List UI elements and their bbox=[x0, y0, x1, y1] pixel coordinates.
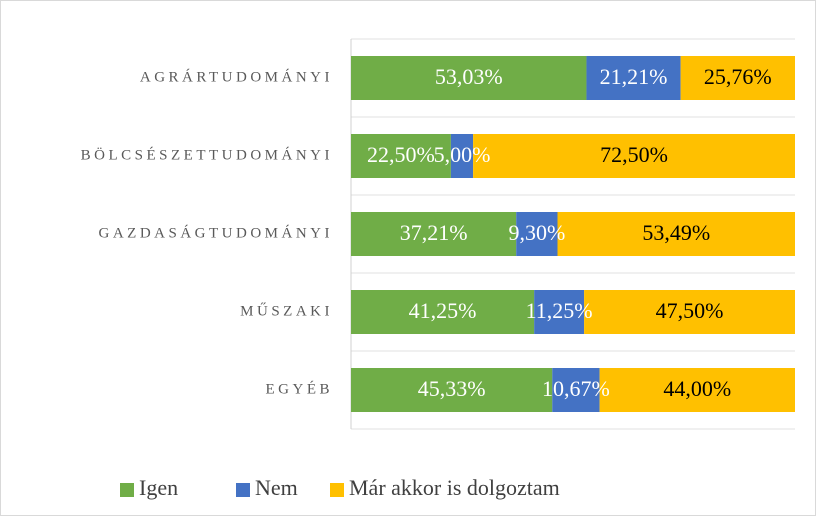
bar-segment bbox=[557, 212, 795, 256]
legend-label: Már akkor is dolgoztam bbox=[349, 475, 560, 500]
category-label: MŰSZAKI bbox=[240, 302, 333, 319]
bar-segment bbox=[599, 368, 795, 412]
bar-segment bbox=[680, 56, 795, 100]
category-label: EGYÉB bbox=[266, 380, 334, 397]
bar-segment bbox=[584, 290, 795, 334]
bar-segment bbox=[351, 212, 517, 256]
value-label: 53,49% bbox=[642, 220, 710, 245]
bar-segment bbox=[534, 290, 585, 334]
value-label: 44,00% bbox=[663, 376, 731, 401]
value-label: 41,25% bbox=[409, 298, 477, 323]
bar-segment bbox=[473, 134, 795, 178]
value-label: 47,50% bbox=[656, 298, 724, 323]
value-label: 5,00% bbox=[434, 142, 491, 167]
category-label: BÖLCSÉSZETTUDOMÁNYI bbox=[81, 146, 333, 163]
legend-swatch bbox=[120, 483, 134, 497]
legend-swatch bbox=[236, 483, 250, 497]
bar-segment bbox=[351, 56, 587, 100]
value-label: 22,50% bbox=[367, 142, 435, 167]
value-label: 45,33% bbox=[418, 376, 486, 401]
legend-swatch bbox=[330, 483, 344, 497]
legend-label: Nem bbox=[255, 475, 298, 500]
value-label: 53,03% bbox=[435, 64, 503, 89]
bar-segment bbox=[552, 368, 600, 412]
bar-segment bbox=[351, 368, 553, 412]
value-label: 9,30% bbox=[508, 220, 565, 245]
value-label: 10,67% bbox=[542, 376, 610, 401]
bar-segment bbox=[351, 134, 451, 178]
value-label: 37,21% bbox=[400, 220, 468, 245]
bar-segment bbox=[586, 56, 681, 100]
legend-label: Igen bbox=[139, 475, 178, 500]
value-label: 11,25% bbox=[526, 298, 593, 323]
bar-segment bbox=[450, 134, 474, 178]
category-label: AGRÁRTUDOMÁNYI bbox=[140, 68, 333, 85]
value-label: 21,21% bbox=[600, 64, 668, 89]
value-label: 72,50% bbox=[600, 142, 668, 167]
bar-segment bbox=[516, 212, 558, 256]
category-label: GAZDASÁGTUDOMÁNYI bbox=[99, 224, 334, 241]
bar-segment bbox=[351, 290, 535, 334]
value-label: 25,76% bbox=[704, 64, 772, 89]
